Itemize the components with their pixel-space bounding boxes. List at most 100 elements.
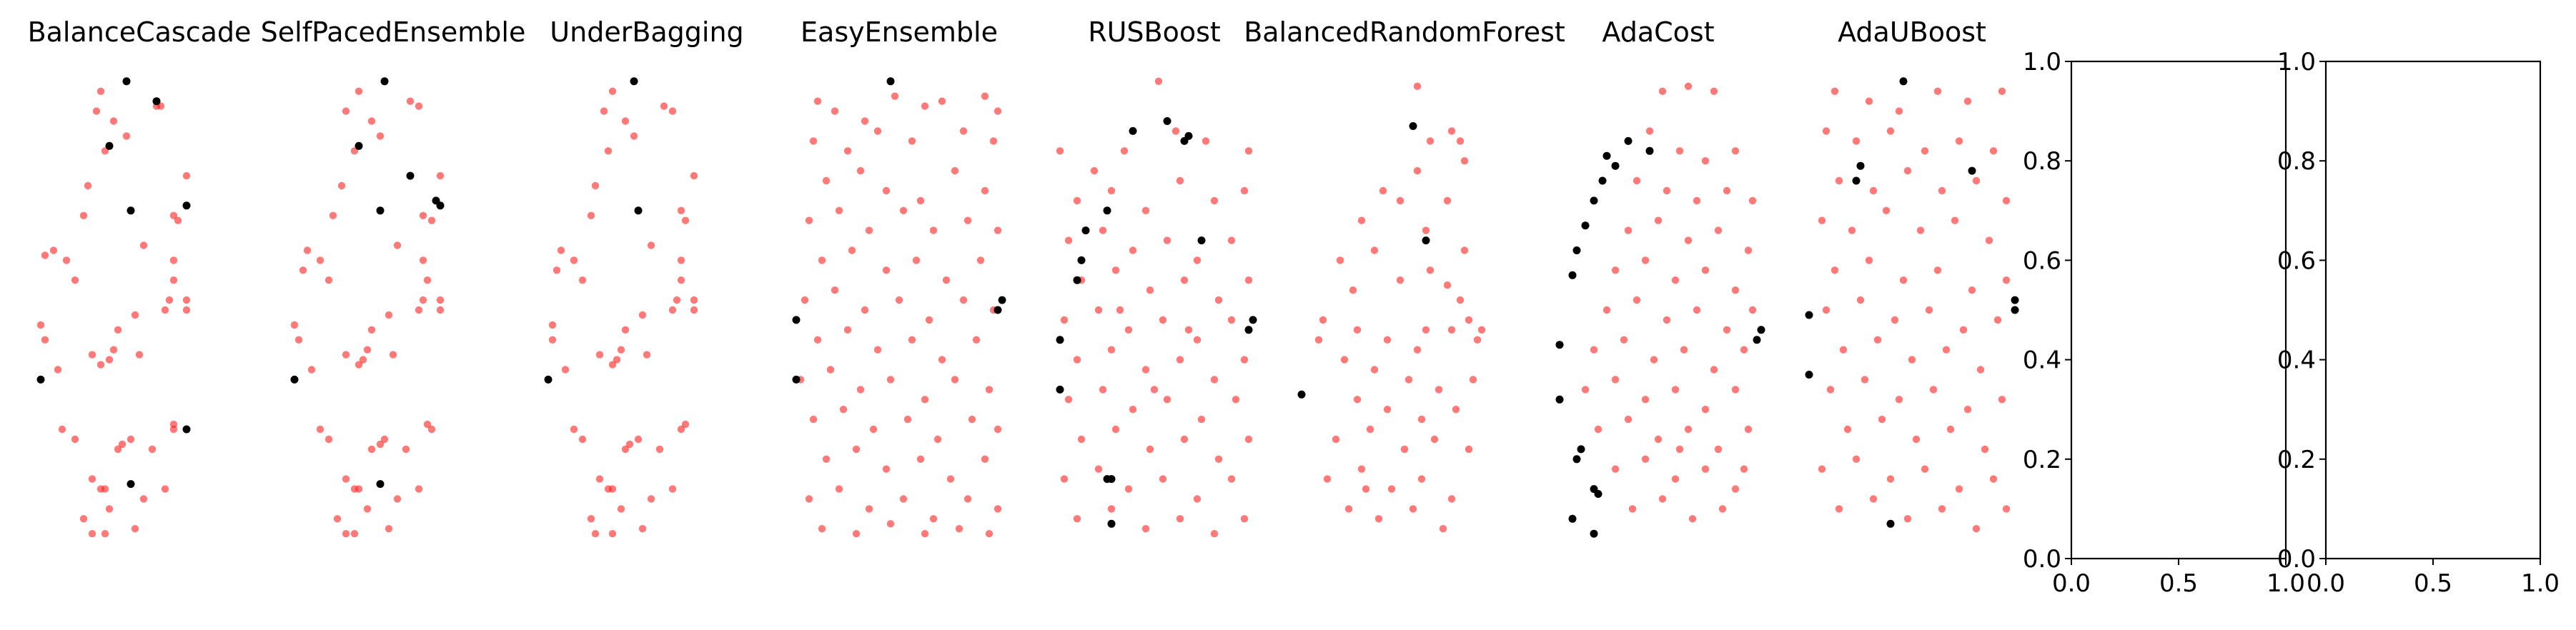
majority-point <box>621 326 630 334</box>
majority-point <box>1210 196 1219 205</box>
majority-point <box>1443 281 1452 289</box>
majority-point <box>1094 306 1103 314</box>
majority-point <box>1409 505 1417 513</box>
majority-point <box>385 311 393 319</box>
majority-point <box>363 346 372 354</box>
majority-point <box>981 92 989 100</box>
majority-point <box>818 525 826 533</box>
majority-point <box>1633 176 1641 185</box>
majority-point <box>673 296 681 304</box>
minority-point <box>1572 246 1581 254</box>
majority-point <box>1624 415 1633 424</box>
minority-point <box>1107 519 1116 528</box>
panel-adauboost: AdaUBoost <box>1805 16 2019 533</box>
majority-point <box>813 336 822 344</box>
majority-point <box>861 306 869 314</box>
majority-point <box>1060 475 1069 483</box>
majority-point <box>1210 530 1219 538</box>
majority-point <box>1319 316 1327 324</box>
majority-point <box>307 366 316 374</box>
minority-point <box>630 77 638 86</box>
majority-point <box>912 256 921 264</box>
majority-point <box>1748 196 1757 205</box>
minority-point <box>355 141 363 150</box>
majority-point <box>831 107 839 115</box>
minority-point <box>105 141 114 150</box>
majority-point <box>1447 326 1456 334</box>
majority-point <box>925 316 933 324</box>
minority-point <box>1249 316 1257 324</box>
majority-point <box>1989 147 1998 155</box>
majority-point <box>972 336 981 344</box>
majority-point <box>1903 515 1912 523</box>
majority-point <box>1972 176 1981 185</box>
majority-point <box>668 485 677 493</box>
majority-point <box>79 211 88 219</box>
majority-point <box>1073 196 1081 205</box>
majority-point <box>316 425 325 434</box>
majority-point <box>1731 386 1740 394</box>
majority-point <box>350 147 359 155</box>
majority-point <box>71 435 79 444</box>
majority-point <box>1129 246 1137 254</box>
majority-points <box>1056 77 1253 538</box>
majority-points <box>548 87 698 538</box>
x-tick-label: 1.0 <box>2267 569 2305 598</box>
majority-point <box>1744 425 1753 434</box>
majority-point <box>182 171 191 180</box>
x-tick-label: 0.0 <box>2052 569 2091 598</box>
majority-point <box>1383 406 1392 414</box>
minority-point <box>406 171 415 180</box>
majority-point <box>1633 296 1641 304</box>
majority-point <box>617 346 625 354</box>
majority-point <box>1998 396 2006 404</box>
majority-point <box>182 306 191 314</box>
majority-point <box>946 475 955 483</box>
minority-point <box>2011 296 2019 304</box>
majority-point <box>690 296 698 304</box>
minority-point <box>1968 166 1976 175</box>
minority-point <box>436 201 445 210</box>
majority-point <box>591 530 600 538</box>
majority-point <box>848 246 856 254</box>
majority-point <box>118 440 127 449</box>
majority-point <box>809 137 818 145</box>
majority-point <box>1852 137 1861 145</box>
minority-point <box>1422 236 1430 245</box>
majority-points <box>1581 82 1757 523</box>
panel-easyensemble: EasyEnsemble <box>792 16 1006 538</box>
majority-point <box>1976 366 1985 374</box>
majority-point <box>1968 286 1976 294</box>
majority-point <box>1658 495 1667 503</box>
majority-point <box>54 366 62 374</box>
majority-point <box>36 321 45 329</box>
minority-point <box>634 206 643 215</box>
majority-point <box>1405 376 1413 384</box>
majority-point <box>861 117 869 125</box>
majority-point <box>591 181 600 190</box>
minority-point <box>1886 519 1895 528</box>
majority-point <box>427 216 436 224</box>
minority-points <box>544 77 643 384</box>
majority-point <box>1056 147 1064 155</box>
minority-point <box>1409 122 1417 130</box>
majority-point <box>634 435 643 444</box>
majority-point <box>88 475 96 483</box>
majority-point <box>908 137 916 145</box>
majority-point <box>62 256 71 264</box>
majority-points <box>796 92 1002 538</box>
majority-point <box>329 211 337 219</box>
y-tick-label: 0.4 <box>2277 346 2316 375</box>
majority-point <box>1740 465 1748 473</box>
majority-point <box>899 206 908 214</box>
majority-point <box>638 311 647 319</box>
majority-point <box>1891 316 1899 324</box>
minority-point <box>122 77 131 86</box>
majority-point <box>1852 455 1861 463</box>
majority-point <box>1244 147 1253 155</box>
panel-selfpacedensemble: SelfPacedEnsemble <box>261 16 525 538</box>
majority-point <box>169 276 178 284</box>
majority-point <box>1645 127 1654 135</box>
majority-point <box>985 386 994 394</box>
